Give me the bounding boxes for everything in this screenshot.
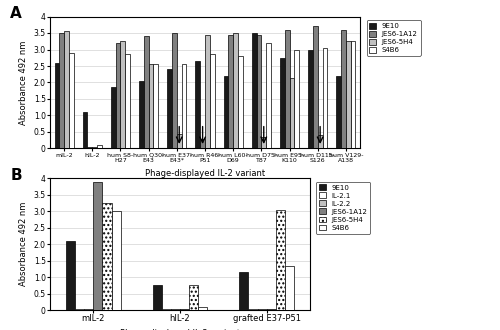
Bar — [167, 69, 172, 148]
Bar — [189, 285, 198, 310]
Bar — [92, 147, 97, 148]
Bar — [84, 309, 94, 310]
Bar — [200, 139, 205, 148]
Bar — [112, 211, 120, 310]
Bar — [172, 33, 177, 148]
Bar — [285, 266, 294, 310]
Bar — [266, 309, 276, 310]
Bar — [196, 61, 200, 148]
Bar — [256, 35, 262, 148]
Bar — [224, 76, 228, 148]
Bar — [60, 33, 64, 148]
Bar — [148, 64, 154, 148]
Bar — [177, 134, 182, 148]
Bar — [266, 43, 271, 148]
Bar — [248, 309, 258, 310]
Y-axis label: Absorbance 492 nm: Absorbance 492 nm — [19, 202, 28, 286]
Bar — [66, 241, 75, 310]
Bar — [233, 33, 238, 148]
Bar — [120, 41, 125, 148]
Bar — [75, 309, 84, 310]
Bar — [313, 26, 318, 148]
Bar — [116, 43, 120, 148]
Bar — [285, 30, 290, 148]
Bar — [228, 35, 233, 148]
Legend: 9E10, JES6-1A12, JES6-5H4, S4B6: 9E10, JES6-1A12, JES6-5H4, S4B6 — [366, 20, 420, 56]
Bar — [102, 203, 112, 310]
Bar — [294, 50, 299, 148]
Bar — [262, 137, 266, 148]
Bar — [144, 36, 148, 148]
Bar — [94, 182, 102, 310]
Bar — [280, 58, 285, 148]
Bar — [308, 50, 313, 148]
Text: B: B — [11, 168, 22, 182]
Bar — [350, 41, 356, 148]
Bar — [180, 309, 189, 310]
Y-axis label: Absorbance 492 nm: Absorbance 492 nm — [19, 40, 28, 125]
Bar — [240, 272, 248, 310]
Bar — [97, 145, 102, 148]
Bar — [210, 54, 214, 148]
Text: A: A — [10, 6, 22, 21]
Bar — [318, 135, 322, 148]
Bar — [252, 33, 256, 148]
Bar — [322, 48, 328, 148]
Bar — [82, 112, 87, 148]
Bar — [162, 309, 171, 310]
Bar — [69, 53, 73, 149]
Bar — [341, 30, 346, 148]
Bar — [238, 56, 243, 148]
Bar — [182, 64, 186, 148]
Bar — [290, 78, 294, 148]
Bar — [336, 76, 341, 148]
X-axis label: Phage-displayed IL-2 variant: Phage-displayed IL-2 variant — [145, 169, 265, 178]
Bar — [54, 63, 60, 148]
Bar — [111, 87, 116, 148]
Bar — [152, 285, 162, 310]
Bar — [198, 307, 207, 310]
Bar — [125, 54, 130, 148]
X-axis label: Phage-displayed IL-2 variant: Phage-displayed IL-2 variant — [120, 329, 240, 330]
Legend: 9E10, IL-2.1, IL-2.2, JES6-1A12, JES6-5H4, S4B6: 9E10, IL-2.1, IL-2.2, JES6-1A12, JES6-5H… — [316, 182, 370, 234]
Bar — [154, 64, 158, 148]
Bar — [346, 41, 350, 148]
Bar — [205, 35, 210, 148]
Bar — [139, 81, 144, 148]
Bar — [64, 31, 69, 148]
Bar — [88, 147, 92, 148]
Bar — [171, 309, 180, 310]
Bar — [276, 210, 285, 310]
Bar — [258, 309, 266, 310]
